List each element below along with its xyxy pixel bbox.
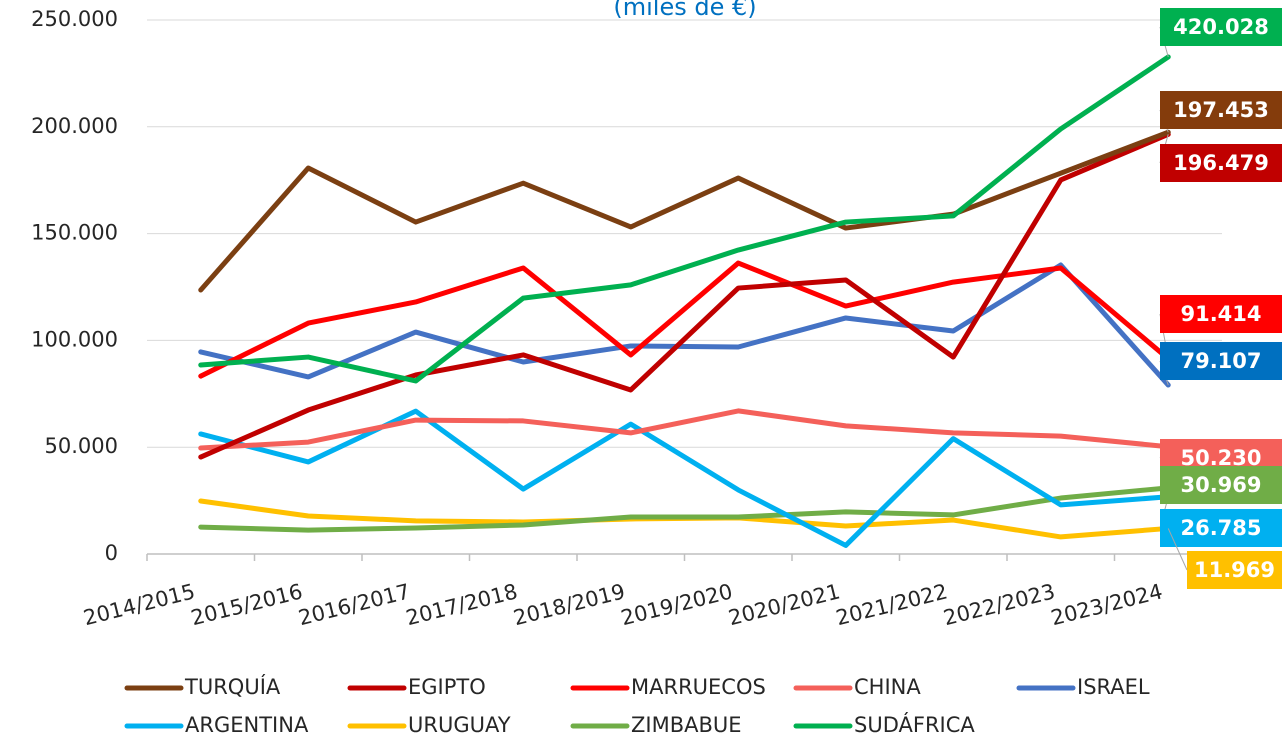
end-label: 11.969	[1167, 528, 1282, 589]
legend-label: ARGENTINA	[185, 713, 309, 737]
end-label: 26.785	[1159, 496, 1282, 547]
legend-label: URUGUAY	[408, 713, 511, 737]
end-label: 91.414	[1159, 295, 1282, 359]
y-tick-label: 50.000	[45, 434, 118, 458]
legend-label: CHINA	[854, 675, 921, 699]
y-tick-label: 100.000	[31, 327, 118, 351]
x-tick-label: 2018/2019	[511, 579, 627, 630]
x-tick-label: 2019/2020	[619, 579, 735, 630]
series-line	[198, 262, 1171, 388]
leader-line	[1167, 528, 1188, 571]
end-label: 30.969	[1159, 466, 1282, 504]
series-line	[198, 408, 1171, 451]
series-line	[198, 131, 1171, 460]
end-label-text: 26.785	[1180, 516, 1261, 540]
end-label-box	[1160, 342, 1282, 380]
legend-label: ZIMBABUE	[631, 713, 742, 737]
legend-label: TURQUÍA	[184, 674, 281, 699]
end-label-text: 79.107	[1180, 349, 1261, 373]
end-label-box	[1187, 551, 1282, 589]
end-label-box	[1160, 144, 1282, 182]
end-label: 420.028	[1159, 8, 1282, 58]
x-tick-label: 2021/2022	[834, 579, 950, 630]
end-label-box	[1160, 8, 1282, 46]
series-line	[198, 54, 1171, 384]
chart-subtitle: (miles de €)	[613, 0, 756, 21]
y-tick-label: 150.000	[31, 221, 118, 245]
end-label-text: 196.479	[1173, 151, 1269, 175]
end-label: 79.107	[1159, 342, 1282, 386]
end-label-text: 91.414	[1180, 302, 1261, 326]
end-label: 197.453	[1159, 91, 1282, 133]
end-label-text: 197.453	[1173, 98, 1269, 122]
end-label-text: 420.028	[1173, 15, 1269, 39]
x-tick-label: 2016/2017	[296, 579, 412, 630]
end-label-box	[1160, 295, 1282, 333]
end-label-box	[1160, 466, 1282, 504]
series-line	[198, 408, 1171, 548]
x-tick-label: 2017/2018	[404, 579, 520, 630]
end-label-box	[1160, 91, 1282, 129]
y-tick-label: 0	[105, 541, 118, 565]
series-line	[198, 485, 1171, 533]
y-tick-label: 250.000	[31, 7, 118, 31]
x-tick-label: 2020/2021	[726, 579, 842, 630]
legend-label: SUDÁFRICA	[854, 712, 975, 737]
end-label: 196.479	[1159, 134, 1282, 182]
y-tick-label: 200.000	[31, 114, 118, 138]
x-tick-label: 2014/2015	[81, 579, 197, 630]
x-tick-label: 2023/2024	[1049, 579, 1165, 630]
legend-label: EGIPTO	[408, 675, 486, 699]
series-line	[198, 260, 1171, 379]
end-label-box	[1160, 509, 1282, 547]
x-tick-label: 2015/2016	[189, 579, 305, 630]
legend-label: ISRAEL	[1077, 675, 1150, 699]
end-label-text: 30.969	[1180, 473, 1261, 497]
x-tick-label: 2022/2023	[941, 579, 1057, 630]
series-line	[198, 129, 1171, 293]
legend-label: MARRUECOS	[631, 675, 766, 699]
end-label-text: 11.969	[1194, 558, 1275, 582]
